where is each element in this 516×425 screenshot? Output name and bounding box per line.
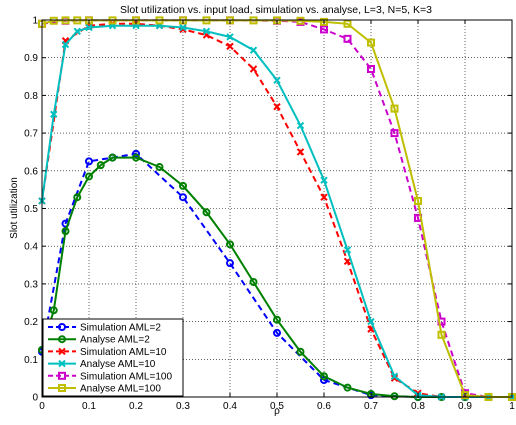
data-point	[367, 317, 375, 326]
x-tick-label: 0.8	[411, 401, 425, 412]
data-point	[85, 157, 93, 166]
data-point	[179, 193, 187, 202]
y-tick-label: 0.9	[24, 53, 38, 64]
data-point	[179, 23, 187, 32]
data-point	[73, 193, 82, 202]
x-tick-label: 0.4	[223, 401, 237, 412]
data-point	[273, 315, 281, 324]
x-tick-label: 0.6	[317, 401, 331, 412]
data-point	[390, 129, 399, 138]
x-axis-label: ρ	[274, 406, 280, 417]
data-point	[49, 16, 58, 25]
legend-entry-label: Analyse AML=100	[80, 384, 161, 395]
legend-swatch-marker	[58, 359, 66, 368]
legend-swatch-marker	[58, 323, 66, 331]
data-point	[367, 65, 375, 74]
chart-title: Slot utilization vs. input load, simulat…	[120, 4, 432, 16]
data-point	[179, 181, 187, 190]
data-point	[461, 391, 469, 400]
legend-entry-label: Simulation AML=2	[80, 323, 161, 334]
data-point	[50, 110, 58, 118]
data-point	[85, 172, 93, 181]
y-axis-label: Slot utilization	[9, 177, 20, 239]
y-tick-label: 1	[32, 16, 38, 27]
data-point	[155, 163, 164, 172]
data-point	[367, 38, 375, 47]
legend-entry-label: Simulation AML=100	[80, 371, 172, 382]
y-tick-label: 0.6	[24, 166, 38, 177]
x-tick-label: 0	[39, 401, 45, 412]
data-point	[437, 330, 446, 339]
data-point	[61, 40, 70, 49]
legend-entry-label: Simulation AML=10	[80, 347, 167, 358]
legend-entry-label: Analyse AML=2	[80, 335, 150, 346]
y-tick-label: 0.5	[24, 204, 38, 215]
x-tick-label: 0.7	[364, 401, 378, 412]
data-point	[296, 347, 305, 356]
legend-swatch-marker	[58, 335, 66, 344]
y-tick-label: 0.8	[24, 91, 38, 102]
data-point	[296, 148, 305, 156]
series-line	[41, 19, 512, 398]
y-tick-label: 0.7	[24, 129, 38, 140]
legend-swatch-marker	[58, 347, 66, 356]
legend-entry-label: Analyse AML=10	[80, 359, 156, 370]
legend-swatch-marker	[58, 371, 66, 380]
data-point	[390, 392, 399, 401]
data-point	[132, 153, 140, 162]
data-point	[96, 161, 105, 170]
legend-swatch-marker	[58, 384, 66, 392]
data-point	[296, 121, 305, 130]
data-point	[202, 208, 211, 217]
y-tick-label: 0.3	[24, 279, 38, 290]
data-point	[320, 17, 328, 26]
data-point	[390, 372, 399, 380]
data-point	[296, 16, 305, 25]
data-point	[226, 259, 234, 268]
data-point	[390, 104, 399, 113]
data-point	[390, 374, 399, 382]
data-point	[85, 23, 93, 32]
data-point	[202, 27, 211, 36]
x-tick-label: 0.5	[270, 401, 284, 412]
data-point	[320, 193, 328, 201]
data-point	[273, 328, 281, 337]
x-tick-label: 0.2	[129, 401, 143, 412]
data-point	[414, 196, 422, 205]
data-point	[226, 33, 234, 41]
y-tick-label: 0.2	[24, 317, 38, 328]
data-point	[273, 103, 281, 111]
data-point	[343, 34, 352, 43]
data-point	[249, 46, 258, 54]
ticks: 0 0.1 0.2 0.3 0.4 0.5 0.6 0.7 0.8 0.9 1 0 0.1 0.2 0.3 0…	[24, 16, 515, 413]
x-tick-label: 0.1	[82, 401, 96, 412]
x-tick-label: 0.9	[458, 401, 472, 412]
data-point	[73, 27, 81, 36]
data-point	[61, 227, 70, 236]
data-point	[49, 306, 58, 315]
data-point	[108, 153, 117, 162]
data-point	[343, 383, 352, 392]
data-point	[226, 42, 234, 51]
data-point	[320, 372, 328, 381]
data-point	[226, 240, 234, 249]
data-point	[273, 76, 281, 85]
legend-box	[42, 318, 184, 397]
data-point	[343, 19, 352, 28]
data-point	[343, 246, 352, 254]
y-tick-label: 0.1	[24, 355, 38, 366]
data-point	[320, 176, 328, 184]
data-point	[249, 278, 258, 287]
y-tick-label: 0.4	[24, 242, 38, 253]
data-point	[249, 65, 258, 73]
y-tick-label: 0	[32, 393, 38, 404]
data-point	[320, 25, 328, 34]
x-tick-label: 1	[509, 401, 515, 412]
x-tick-label: 0.3	[176, 401, 190, 412]
